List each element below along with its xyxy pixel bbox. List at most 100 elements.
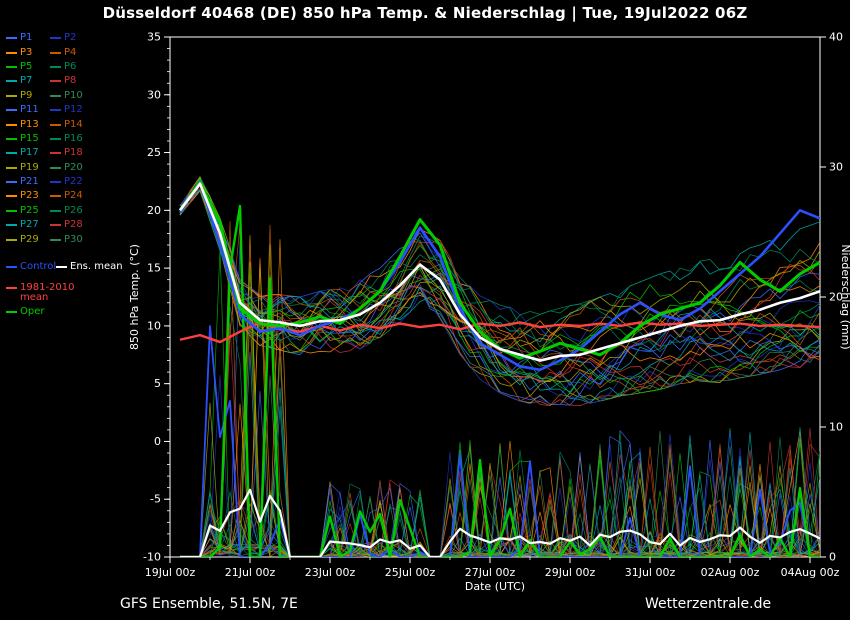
legend-label: P10 — [64, 89, 83, 101]
ensemble-member-precip-line — [180, 356, 820, 557]
legend-label: P24 — [64, 190, 83, 202]
legend-item-p19: P19 — [6, 161, 50, 175]
member-line-swatch — [50, 195, 61, 198]
left-axis-tick-label: 5 — [154, 377, 161, 390]
left-axis-tick-label: -5 — [150, 493, 161, 506]
legend-item-p25: P25 — [6, 204, 50, 218]
legend-label: P13 — [20, 118, 39, 130]
legend-label: P7 — [20, 75, 33, 87]
legend-label: P1 — [20, 32, 33, 44]
member-line-swatch — [6, 238, 17, 241]
ensemble-member-temp-line — [179, 190, 820, 382]
legend-item-p8: P8 — [50, 74, 94, 88]
left-axis-label: 850 hPa Temp. (°C) — [128, 244, 141, 350]
legend-item-control: Control — [6, 261, 56, 272]
legend-label: P27 — [20, 219, 39, 231]
member-line-swatch — [50, 224, 61, 227]
legend-label: P8 — [64, 75, 77, 87]
legend-item-p11: P11 — [6, 103, 50, 117]
ens-mean-precip-line — [180, 488, 820, 557]
control-line-swatch — [6, 265, 17, 268]
right-axis-label: Niederschlag (mm) — [839, 244, 850, 349]
x-axis-label: Date (UTC) — [465, 580, 525, 593]
legend-label: P22 — [64, 176, 83, 188]
main-series-line-ens-mean — [178, 182, 820, 362]
legend-label: P11 — [20, 104, 39, 116]
legend-label: P19 — [20, 161, 39, 173]
climate-label-line1: 1981-2010 — [20, 282, 75, 293]
ensemble-member-precip-line — [180, 242, 820, 557]
member-line-swatch — [6, 152, 17, 155]
member-line-swatch — [6, 51, 17, 54]
legend-label: P30 — [64, 233, 83, 245]
oper-precip-line — [180, 204, 820, 557]
legend-label: P17 — [20, 147, 39, 159]
legend-item-p6: P6 — [50, 60, 94, 74]
x-axis-tick-label: 19Jul 00z — [145, 566, 196, 579]
member-line-swatch — [50, 166, 61, 169]
member-line-swatch — [50, 238, 61, 241]
legend-item-oper: Oper — [6, 306, 44, 317]
left-axis-tick-label: 30 — [147, 88, 161, 101]
ens-mean-line-swatch — [56, 265, 67, 268]
legend-item-climate-mean: 1981-2010 mean — [6, 283, 75, 303]
x-axis-tick-label: 31Jul 00z — [625, 566, 676, 579]
member-line-swatch — [50, 51, 61, 54]
member-line-swatch — [6, 195, 17, 198]
member-line-swatch — [50, 94, 61, 97]
legend-label-control: Control — [20, 261, 57, 272]
member-line-swatch — [6, 80, 17, 83]
legend-label: P9 — [20, 89, 33, 101]
x-axis-tick-label: 29Jul 00z — [545, 566, 596, 579]
member-line-swatch — [6, 94, 17, 97]
legend-item-p30: P30 — [50, 232, 94, 246]
member-line-swatch — [6, 37, 17, 40]
legend-item-p7: P7 — [6, 74, 50, 88]
legend-label: P14 — [64, 118, 83, 130]
legend-item-p24: P24 — [50, 189, 94, 203]
member-line-swatch — [6, 224, 17, 227]
ensemble-member-precip-line — [180, 447, 820, 557]
legend-item-p20: P20 — [50, 161, 94, 175]
member-line-swatch — [6, 109, 17, 112]
member-line-swatch — [50, 65, 61, 68]
member-line-swatch — [50, 137, 61, 140]
ensemble-member-temp-line — [179, 190, 820, 353]
x-axis-tick-label: 02Aug 00z — [701, 566, 760, 579]
legend-item-p4: P4 — [50, 45, 94, 59]
x-axis-tick-label: 23Jul 00z — [305, 566, 356, 579]
climate-label-line2: mean — [20, 292, 49, 303]
member-line-swatch — [50, 152, 61, 155]
x-axis-tick-label: 21Jul 00z — [225, 566, 276, 579]
legend-label: P4 — [64, 46, 77, 58]
legend-label: P18 — [64, 147, 83, 159]
legend-item-p2: P2 — [50, 31, 94, 45]
legend-item-p12: P12 — [50, 103, 94, 117]
legend-label: P3 — [20, 46, 33, 58]
right-axis-tick-label: 20 — [829, 291, 843, 304]
member-line-swatch — [50, 109, 61, 112]
plot-lines — [178, 176, 820, 557]
member-line-swatch — [6, 123, 17, 126]
left-axis-tick-label: 15 — [147, 262, 161, 275]
ensemble-member-precip-line — [180, 375, 820, 557]
source-credit-text: Wetterzentrale.de — [645, 596, 772, 612]
legend-label: P25 — [20, 204, 39, 216]
legend-item-p21: P21 — [6, 175, 50, 189]
member-line-swatch — [6, 181, 17, 184]
member-line-swatch — [6, 209, 17, 212]
model-info-text: GFS Ensemble, 51.5N, 7E — [120, 596, 298, 612]
ensemble-member-temp-line — [179, 190, 820, 379]
legend-label-climate: 1981-2010 mean — [20, 283, 75, 303]
legend-label: P5 — [20, 60, 33, 72]
legend-item-p3: P3 — [6, 45, 50, 59]
left-axis-tick-label: 20 — [147, 204, 161, 217]
legend-item-p26: P26 — [50, 204, 94, 218]
legend-item-p23: P23 — [6, 189, 50, 203]
ensemble-member-precip-line — [180, 261, 820, 557]
right-axis-tick-label: 30 — [829, 161, 843, 174]
legend-label: P12 — [64, 104, 83, 116]
ensemble-member-temp-line — [179, 184, 820, 387]
